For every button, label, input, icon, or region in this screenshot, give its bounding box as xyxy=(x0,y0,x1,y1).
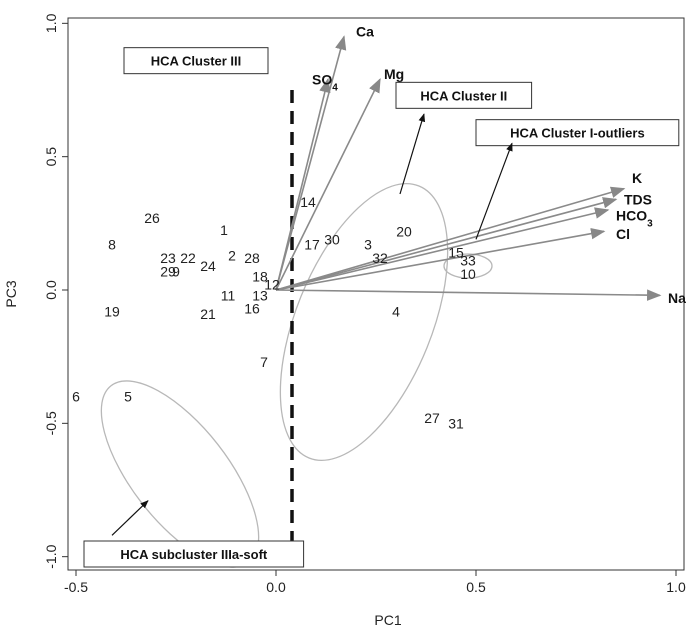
observation-label: 20 xyxy=(396,223,412,239)
observation-label: 17 xyxy=(304,237,320,253)
observation-label: 27 xyxy=(424,410,440,426)
observation-label: 2 xyxy=(228,247,236,263)
observation-label: 9 xyxy=(172,263,180,279)
annotation-text: HCA Cluster I-outliers xyxy=(510,126,645,141)
annotation-text: HCA Cluster III xyxy=(151,54,242,69)
observation-label: 5 xyxy=(124,389,132,405)
annotation-text: HCA Cluster II xyxy=(420,88,507,103)
loading-arrow xyxy=(275,35,347,291)
annotation-frame xyxy=(123,47,269,75)
loading-arrow xyxy=(275,207,610,291)
observation-label: 23 xyxy=(160,250,176,266)
observation-label: 22 xyxy=(180,250,196,266)
observation-label: 26 xyxy=(144,210,160,226)
observation-label: 30 xyxy=(324,231,340,247)
observation-label: 28 xyxy=(244,250,260,266)
y-tick-label: -0.5 xyxy=(43,411,59,435)
annotation-text: HCA subcluster IIIa-soft xyxy=(120,547,268,562)
annotation-frame xyxy=(83,540,305,568)
loading-arrow xyxy=(275,78,381,291)
x-tick-label: 0.5 xyxy=(466,579,486,595)
loading-arrow xyxy=(275,227,606,291)
cluster-annotations: HCA Cluster III HCA Cluster II HCA Cluster… xyxy=(83,47,680,568)
annotation-box: HCA Cluster II xyxy=(395,81,533,195)
annotation-box: HCA subcluster IIIa-soft xyxy=(83,500,305,568)
observation-label: 7 xyxy=(260,354,268,370)
observation-label: 32 xyxy=(372,250,388,266)
x-tick-label: 1.0 xyxy=(666,579,686,595)
annotation-box: HCA Cluster III xyxy=(123,47,269,75)
y-tick-label: 0.5 xyxy=(43,147,59,167)
observation-label: 21 xyxy=(200,306,216,322)
variable-label: Na xyxy=(668,290,686,306)
variable-subscript: 4 xyxy=(332,82,338,93)
observation-label: 31 xyxy=(448,415,464,431)
observation-label: 3 xyxy=(364,237,372,253)
observation-label: 6 xyxy=(72,389,80,405)
x-tick-label: 0.0 xyxy=(266,579,286,595)
y-tick-label: 0.0 xyxy=(43,280,59,300)
observation-label: 29 xyxy=(160,263,176,279)
annotation-frame xyxy=(475,119,680,147)
y-tick-label: -1.0 xyxy=(43,544,59,568)
ellipse-cluster-i-outliers xyxy=(443,253,493,279)
observation-label: 18 xyxy=(252,269,268,285)
observation-label: 33 xyxy=(460,253,476,269)
variable-label: K xyxy=(632,170,642,186)
variable-subscript: 3 xyxy=(647,218,653,229)
x-tick-label: -0.5 xyxy=(64,579,88,595)
annotation-pointer xyxy=(475,142,513,240)
observation-label: 11 xyxy=(221,287,236,303)
observation-label: 19 xyxy=(104,303,120,319)
observation-label: 14 xyxy=(300,194,316,210)
observation-label: 8 xyxy=(108,237,116,253)
axes: PC1 PC3 -0.5 0.0 0.5 1.0 1.0 0.5 0.0 -0.5 -1.0 xyxy=(3,13,686,628)
annotation-pointer xyxy=(399,113,426,195)
annotation-frame xyxy=(395,81,533,109)
observation-label: 16 xyxy=(244,301,260,317)
variable-label: Cl xyxy=(616,226,630,242)
y-tick-label: 1.0 xyxy=(43,13,59,33)
y-axis-title: PC3 xyxy=(3,280,19,307)
annotation-pointer xyxy=(111,500,149,536)
observation-label: 15 xyxy=(448,245,464,261)
observation-label: 13 xyxy=(252,287,268,303)
observation-label: 4 xyxy=(392,303,400,319)
loading-arrow xyxy=(275,197,618,291)
observation-label: 10 xyxy=(460,266,476,282)
plot-frame xyxy=(67,17,685,571)
x-axis-title: PC1 xyxy=(374,612,401,628)
loading-arrow xyxy=(275,186,626,291)
observation-label: 1 xyxy=(220,222,228,238)
observation-label: 24 xyxy=(200,258,216,274)
ellipse-cluster-ii xyxy=(279,182,449,462)
observation-label: 12 xyxy=(264,277,280,293)
variable-label: Mg xyxy=(384,66,404,82)
cluster-ellipses xyxy=(100,182,493,568)
loading-arrow xyxy=(275,289,662,301)
loading-arrow xyxy=(275,77,331,291)
annotation-box: HCA Cluster I-outliers xyxy=(475,119,680,240)
variable-label: Ca xyxy=(356,23,374,39)
variable-label: TDS xyxy=(624,191,652,207)
